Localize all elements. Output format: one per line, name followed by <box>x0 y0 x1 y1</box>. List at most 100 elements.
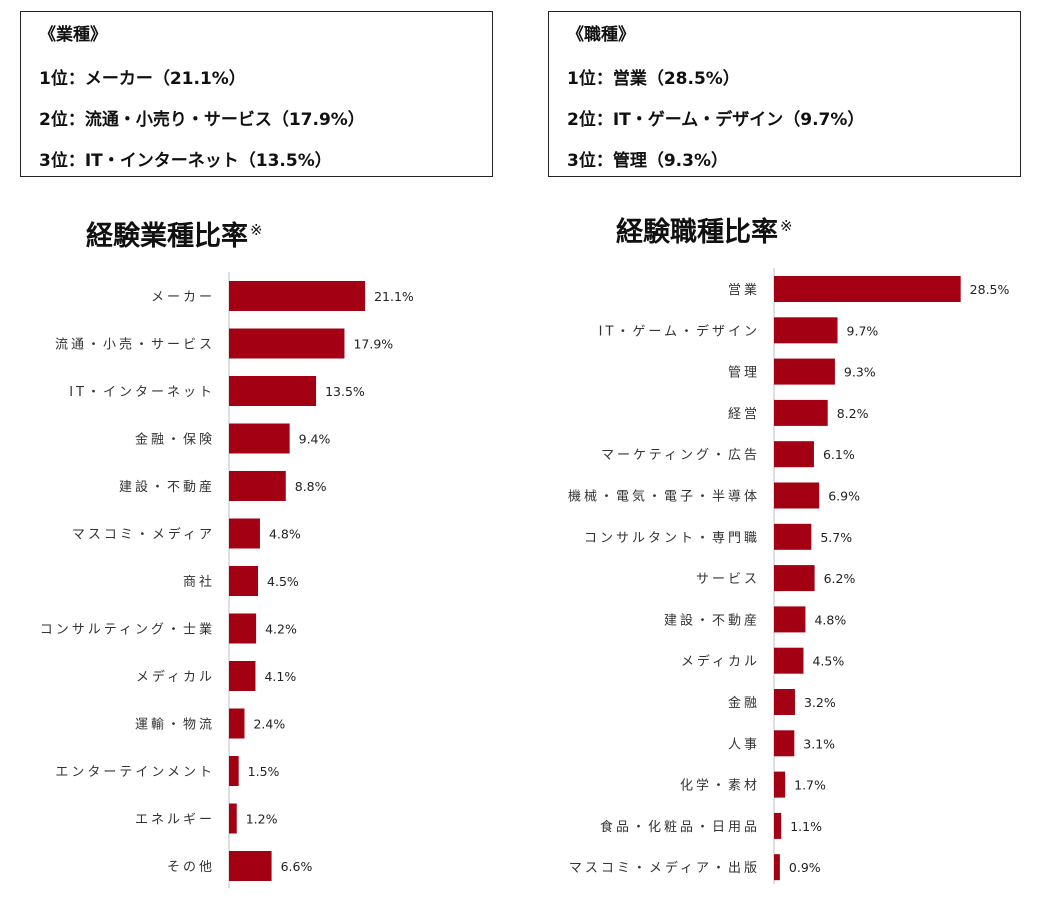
industry-category-label: エンターテインメント <box>55 765 215 780</box>
job-chart-title: 経験職種比率 ※ <box>616 210 793 249</box>
job-bar <box>774 358 835 385</box>
job-value-label: 9.3% <box>844 365 876 380</box>
industry-category-label: マスコミ・メディア <box>72 527 215 543</box>
job-bar <box>774 565 815 592</box>
industry-value-label: 21.1% <box>374 289 414 304</box>
job-bar <box>774 812 782 839</box>
industry-bar <box>229 756 239 786</box>
industry-value-label: 4.1% <box>264 669 296 684</box>
job-chart-title-mark: ※ <box>780 217 793 235</box>
industry-rank-1: 1位：メーカー（21.1%） <box>39 69 246 89</box>
job-value-label: 4.8% <box>814 612 846 627</box>
job-category-label: サービス <box>696 572 760 587</box>
industry-category-label: 商社 <box>183 574 215 590</box>
industry-category-label: コンサルティング・士業 <box>40 622 215 638</box>
industry-category-label: エネルギー <box>135 813 215 828</box>
job-value-label: 3.1% <box>803 736 835 751</box>
industry-bar <box>229 281 366 311</box>
job-value-label: 9.7% <box>847 323 879 338</box>
industry-value-label: 2.4% <box>253 717 285 732</box>
industry-bar <box>229 471 286 501</box>
job-value-label: 1.7% <box>794 778 826 793</box>
industry-bar <box>229 803 237 834</box>
industry-bar <box>229 708 245 739</box>
job-category-label: 経営 <box>728 407 760 422</box>
industry-bar <box>229 376 317 406</box>
industry-value-label: 9.4% <box>299 432 331 447</box>
job-category-label: 営業 <box>728 282 760 298</box>
job-bar <box>774 854 780 881</box>
job-rank-1: 1位：営業（28.5%） <box>567 69 740 89</box>
industry-bar <box>229 328 345 359</box>
industry-value-label: 6.6% <box>281 859 313 874</box>
industry-value-label: 1.5% <box>248 764 280 779</box>
industry-bar <box>229 566 259 596</box>
job-rank-3: 3位：管理（9.3%） <box>567 151 728 171</box>
job-category-label: メディカル <box>681 654 760 670</box>
job-category-label: 人事 <box>728 737 760 752</box>
job-value-label: 6.2% <box>824 571 856 586</box>
industry-bar <box>229 851 272 881</box>
industry-category-label: メディカル <box>136 669 215 685</box>
job-category-label: 管理 <box>728 366 760 381</box>
industry-box-heading: 《業種》 <box>39 25 107 45</box>
industry-chart-title-mark: ※ <box>250 221 263 239</box>
industry-value-label: 17.9% <box>353 337 393 352</box>
industry-category-label: 金融・保険 <box>135 432 215 448</box>
industry-bar <box>229 661 256 691</box>
job-category-label: 食品・化粧品・日用品 <box>600 819 760 835</box>
job-value-label: 4.5% <box>812 654 844 669</box>
industry-value-label: 4.2% <box>265 622 297 637</box>
job-bar <box>774 317 838 344</box>
industry-rank-3: 3位：IT・インターネット（13.5%） <box>39 151 332 171</box>
job-bar <box>774 771 786 798</box>
industry-category-label: 流通・小売・サービス <box>55 337 215 353</box>
job-bar <box>774 647 804 674</box>
job-category-label: 金融 <box>728 695 760 711</box>
job-bar <box>774 482 820 509</box>
job-bar <box>774 276 961 302</box>
industry-bar <box>229 423 290 454</box>
industry-chart-title: 経験業種比率 ※ <box>86 214 263 253</box>
job-category-label: マーケティング・広告 <box>601 448 760 463</box>
job-category-label: マスコミ・メディア・出版 <box>569 860 760 876</box>
industry-category-label: 運輸・物流 <box>135 718 215 733</box>
industry-value-label: 1.2% <box>246 812 278 827</box>
industry-value-label: 13.5% <box>325 384 365 399</box>
industry-value-label: 4.8% <box>269 527 301 542</box>
job-value-label: 28.5% <box>970 282 1010 297</box>
job-value-label: 6.1% <box>823 447 855 462</box>
job-value-label: 6.9% <box>828 489 860 504</box>
job-box-heading: 《職種》 <box>567 25 635 45</box>
industry-rank-2: 2位：流通・小売り・サービス（17.9%） <box>39 110 365 130</box>
job-top3-box: 《職種》 1位：営業（28.5%） 2位：IT・ゲーム・デザイン（9.7%） 3… <box>548 11 1021 177</box>
industry-value-label: 4.5% <box>267 574 299 589</box>
job-value-label: 8.2% <box>837 406 869 421</box>
job-category-label: 建設・不動産 <box>664 612 760 628</box>
industry-top3-box: 《業種》 1位：メーカー（21.1%） 2位：流通・小売り・サービス（17.9%… <box>20 11 493 177</box>
job-value-label: 5.7% <box>820 530 852 545</box>
job-category-label: 機械・電気・電子・半導体 <box>568 489 760 505</box>
job-bar <box>774 689 795 715</box>
industry-category-label: メーカー <box>151 290 215 305</box>
job-chart-title-text: 経験職種比率 <box>616 217 778 248</box>
industry-chart-title-text: 経験業種比率 <box>86 221 248 252</box>
job-category-label: IT・ゲーム・デザイン <box>599 323 760 339</box>
job-bar <box>774 399 828 426</box>
industry-category-label: その他 <box>167 860 215 875</box>
industry-category-label: 建設・不動産 <box>119 479 215 495</box>
industry-value-label: 8.8% <box>295 479 327 494</box>
job-bar <box>774 606 806 633</box>
job-value-label: 0.9% <box>789 860 821 875</box>
job-bar <box>774 730 795 757</box>
job-bar <box>774 523 812 550</box>
industry-bar <box>229 518 260 549</box>
job-category-label: コンサルタント・専門職 <box>584 531 760 546</box>
industry-bar <box>229 613 257 644</box>
industry-category-label: IT・インターネット <box>69 385 215 400</box>
job-rank-2: 2位：IT・ゲーム・デザイン（9.7%） <box>567 110 865 130</box>
job-value-label: 1.1% <box>790 819 822 834</box>
job-category-label: 化学・素材 <box>680 778 760 794</box>
job-bar <box>774 441 814 468</box>
